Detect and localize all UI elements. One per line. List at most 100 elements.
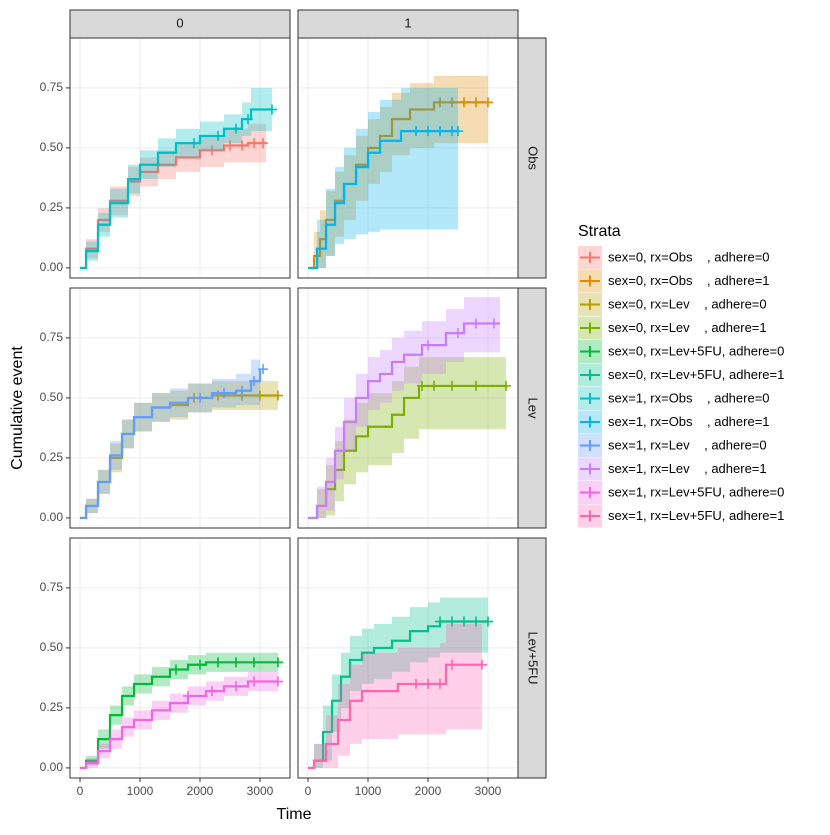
censor-mark <box>453 126 464 137</box>
y-tick-label: 0.75 <box>40 580 64 594</box>
legend-symbol <box>580 299 600 310</box>
row-strip-label: Lev <box>526 398 541 419</box>
censor-mark <box>267 104 278 115</box>
censor-mark <box>231 657 242 668</box>
legend-symbol <box>580 346 600 357</box>
panel-border <box>297 287 519 529</box>
y-tick-label: 0.25 <box>40 700 64 714</box>
row-strip-label: Lev+5FU <box>526 631 541 684</box>
y-tick-label: 0.50 <box>40 390 64 404</box>
censor-mark <box>231 681 242 692</box>
legend-symbol <box>580 463 600 475</box>
y-tick-label: 0.00 <box>40 510 64 524</box>
legend-symbol <box>580 322 600 334</box>
x-tick-label: 0 <box>305 784 312 798</box>
survival-line <box>308 322 501 520</box>
series <box>308 623 488 770</box>
censor-mark <box>273 676 284 687</box>
y-tick-label: 0.75 <box>40 80 64 94</box>
censor-mark <box>435 126 446 137</box>
x-tick-label: 0 <box>77 784 84 798</box>
censor-mark <box>237 385 248 396</box>
panel-background <box>70 288 290 528</box>
panel <box>70 288 290 528</box>
legend-symbol <box>580 393 600 404</box>
row-strip <box>517 537 547 779</box>
censor-mark <box>219 388 230 399</box>
panel-background <box>298 38 518 278</box>
series <box>80 345 269 520</box>
censor-mark <box>447 380 458 391</box>
survival-line <box>308 620 489 770</box>
legend-symbol <box>580 416 600 428</box>
column-strip <box>297 9 519 39</box>
x-axis-label: Time <box>277 806 312 823</box>
censor-mark <box>417 380 428 391</box>
censor-mark <box>489 318 500 329</box>
confidence-band <box>308 297 501 518</box>
x-tick-label: 1000 <box>127 784 154 798</box>
legend-label: sex=0, rx=Obs , adhere=1 <box>608 273 770 288</box>
confidence-band <box>308 75 489 268</box>
censor-mark <box>195 392 206 403</box>
censor-mark <box>459 97 470 108</box>
series <box>308 87 464 270</box>
panel-border <box>69 37 291 279</box>
censor-mark <box>258 364 269 375</box>
censor-mark <box>423 126 434 137</box>
censor-mark <box>471 380 482 391</box>
x-tick-label: 1000 <box>355 784 382 798</box>
legend-label: sex=1, rx=Lev+5FU, adhere=0 <box>608 484 784 499</box>
x-tick-label: 2000 <box>187 784 214 798</box>
censor-mark <box>447 616 458 627</box>
series <box>308 597 494 770</box>
censor-mark <box>207 686 218 697</box>
censor-mark <box>477 659 488 670</box>
legend-label: sex=1, rx=Obs , adhere=1 <box>608 414 770 429</box>
panel <box>298 38 518 278</box>
censor-mark <box>249 376 260 387</box>
censor-mark <box>471 97 482 108</box>
y-axis-label: Cumulative event <box>9 346 26 470</box>
censor-mark <box>207 145 218 156</box>
censor-mark <box>195 659 206 670</box>
legend-symbol <box>580 440 600 451</box>
censor-mark <box>453 328 464 339</box>
row-strip <box>517 37 547 279</box>
censor-mark <box>249 138 260 149</box>
series <box>80 87 278 270</box>
legend-symbol <box>580 275 600 287</box>
censor-mark <box>213 130 224 141</box>
survival-line <box>80 680 279 770</box>
y-tick-label: 0.75 <box>40 330 64 344</box>
legend-symbol <box>580 510 600 522</box>
y-tick-label: 0.25 <box>40 200 64 214</box>
censor-mark <box>483 97 494 108</box>
confidence-band <box>308 357 507 518</box>
censor-mark <box>435 678 446 689</box>
y-tick-label: 0.00 <box>40 760 64 774</box>
censor-mark <box>243 114 254 125</box>
legend-label: sex=0, rx=Lev+5FU, adhere=1 <box>608 367 784 382</box>
x-tick-label: 2000 <box>415 784 442 798</box>
confidence-band <box>80 123 267 268</box>
censor-mark <box>459 616 470 627</box>
confidence-band <box>308 87 459 268</box>
legend-label: sex=0, rx=Lev , adhere=1 <box>608 320 767 335</box>
censor-mark <box>183 690 194 701</box>
x-tick-label: 3000 <box>475 784 502 798</box>
series <box>308 297 501 520</box>
censor-mark <box>423 340 434 351</box>
x-tick-label: 3000 <box>247 784 274 798</box>
y-tick-label: 0.00 <box>40 260 64 274</box>
censor-mark <box>273 657 284 668</box>
y-tick-label: 0.25 <box>40 450 64 464</box>
confidence-band <box>80 345 261 518</box>
censor-mark <box>255 390 266 401</box>
censor-mark <box>249 676 260 687</box>
panel-border <box>69 287 291 529</box>
column-strip <box>69 9 291 39</box>
legend-label: sex=1, rx=Obs , adhere=0 <box>608 390 770 405</box>
panel-background <box>298 538 518 778</box>
